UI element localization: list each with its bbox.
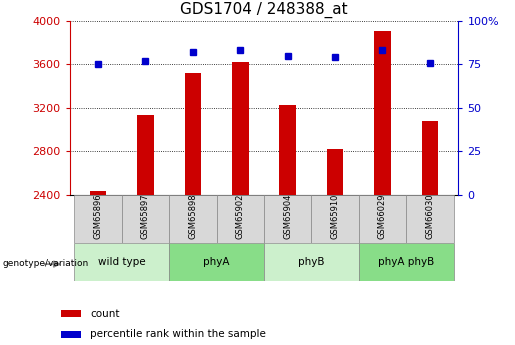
- Text: genotype/variation: genotype/variation: [3, 259, 89, 268]
- Text: GSM66030: GSM66030: [425, 194, 434, 239]
- Bar: [90, 191, 106, 195]
- Bar: [422, 121, 438, 195]
- Bar: [232, 61, 249, 195]
- Bar: [359, 243, 454, 281]
- Bar: [74, 243, 169, 281]
- Bar: [169, 195, 216, 243]
- Text: GSM65910: GSM65910: [331, 194, 339, 239]
- Text: GSM65902: GSM65902: [236, 194, 245, 239]
- Text: count: count: [90, 309, 119, 318]
- Text: phyB: phyB: [298, 257, 324, 267]
- Title: GDS1704 / 248388_at: GDS1704 / 248388_at: [180, 2, 348, 18]
- Text: percentile rank within the sample: percentile rank within the sample: [90, 329, 266, 339]
- Bar: [184, 73, 201, 195]
- Text: wild type: wild type: [98, 257, 146, 267]
- Bar: [61, 331, 81, 338]
- Bar: [279, 105, 296, 195]
- Text: GSM65898: GSM65898: [188, 194, 197, 239]
- Bar: [264, 243, 359, 281]
- Text: GSM66029: GSM66029: [378, 194, 387, 239]
- Text: phyA phyB: phyA phyB: [378, 257, 434, 267]
- Bar: [359, 195, 406, 243]
- Text: GSM65897: GSM65897: [141, 194, 150, 239]
- Bar: [61, 310, 81, 317]
- Bar: [312, 195, 359, 243]
- Text: GSM65896: GSM65896: [94, 194, 102, 239]
- Bar: [374, 30, 391, 195]
- Bar: [406, 195, 454, 243]
- Bar: [169, 243, 264, 281]
- Bar: [74, 195, 122, 243]
- Bar: [122, 195, 169, 243]
- Bar: [216, 195, 264, 243]
- Bar: [137, 115, 153, 195]
- Text: phyA: phyA: [203, 257, 230, 267]
- Bar: [327, 149, 344, 195]
- Text: GSM65904: GSM65904: [283, 194, 292, 239]
- Bar: [264, 195, 312, 243]
